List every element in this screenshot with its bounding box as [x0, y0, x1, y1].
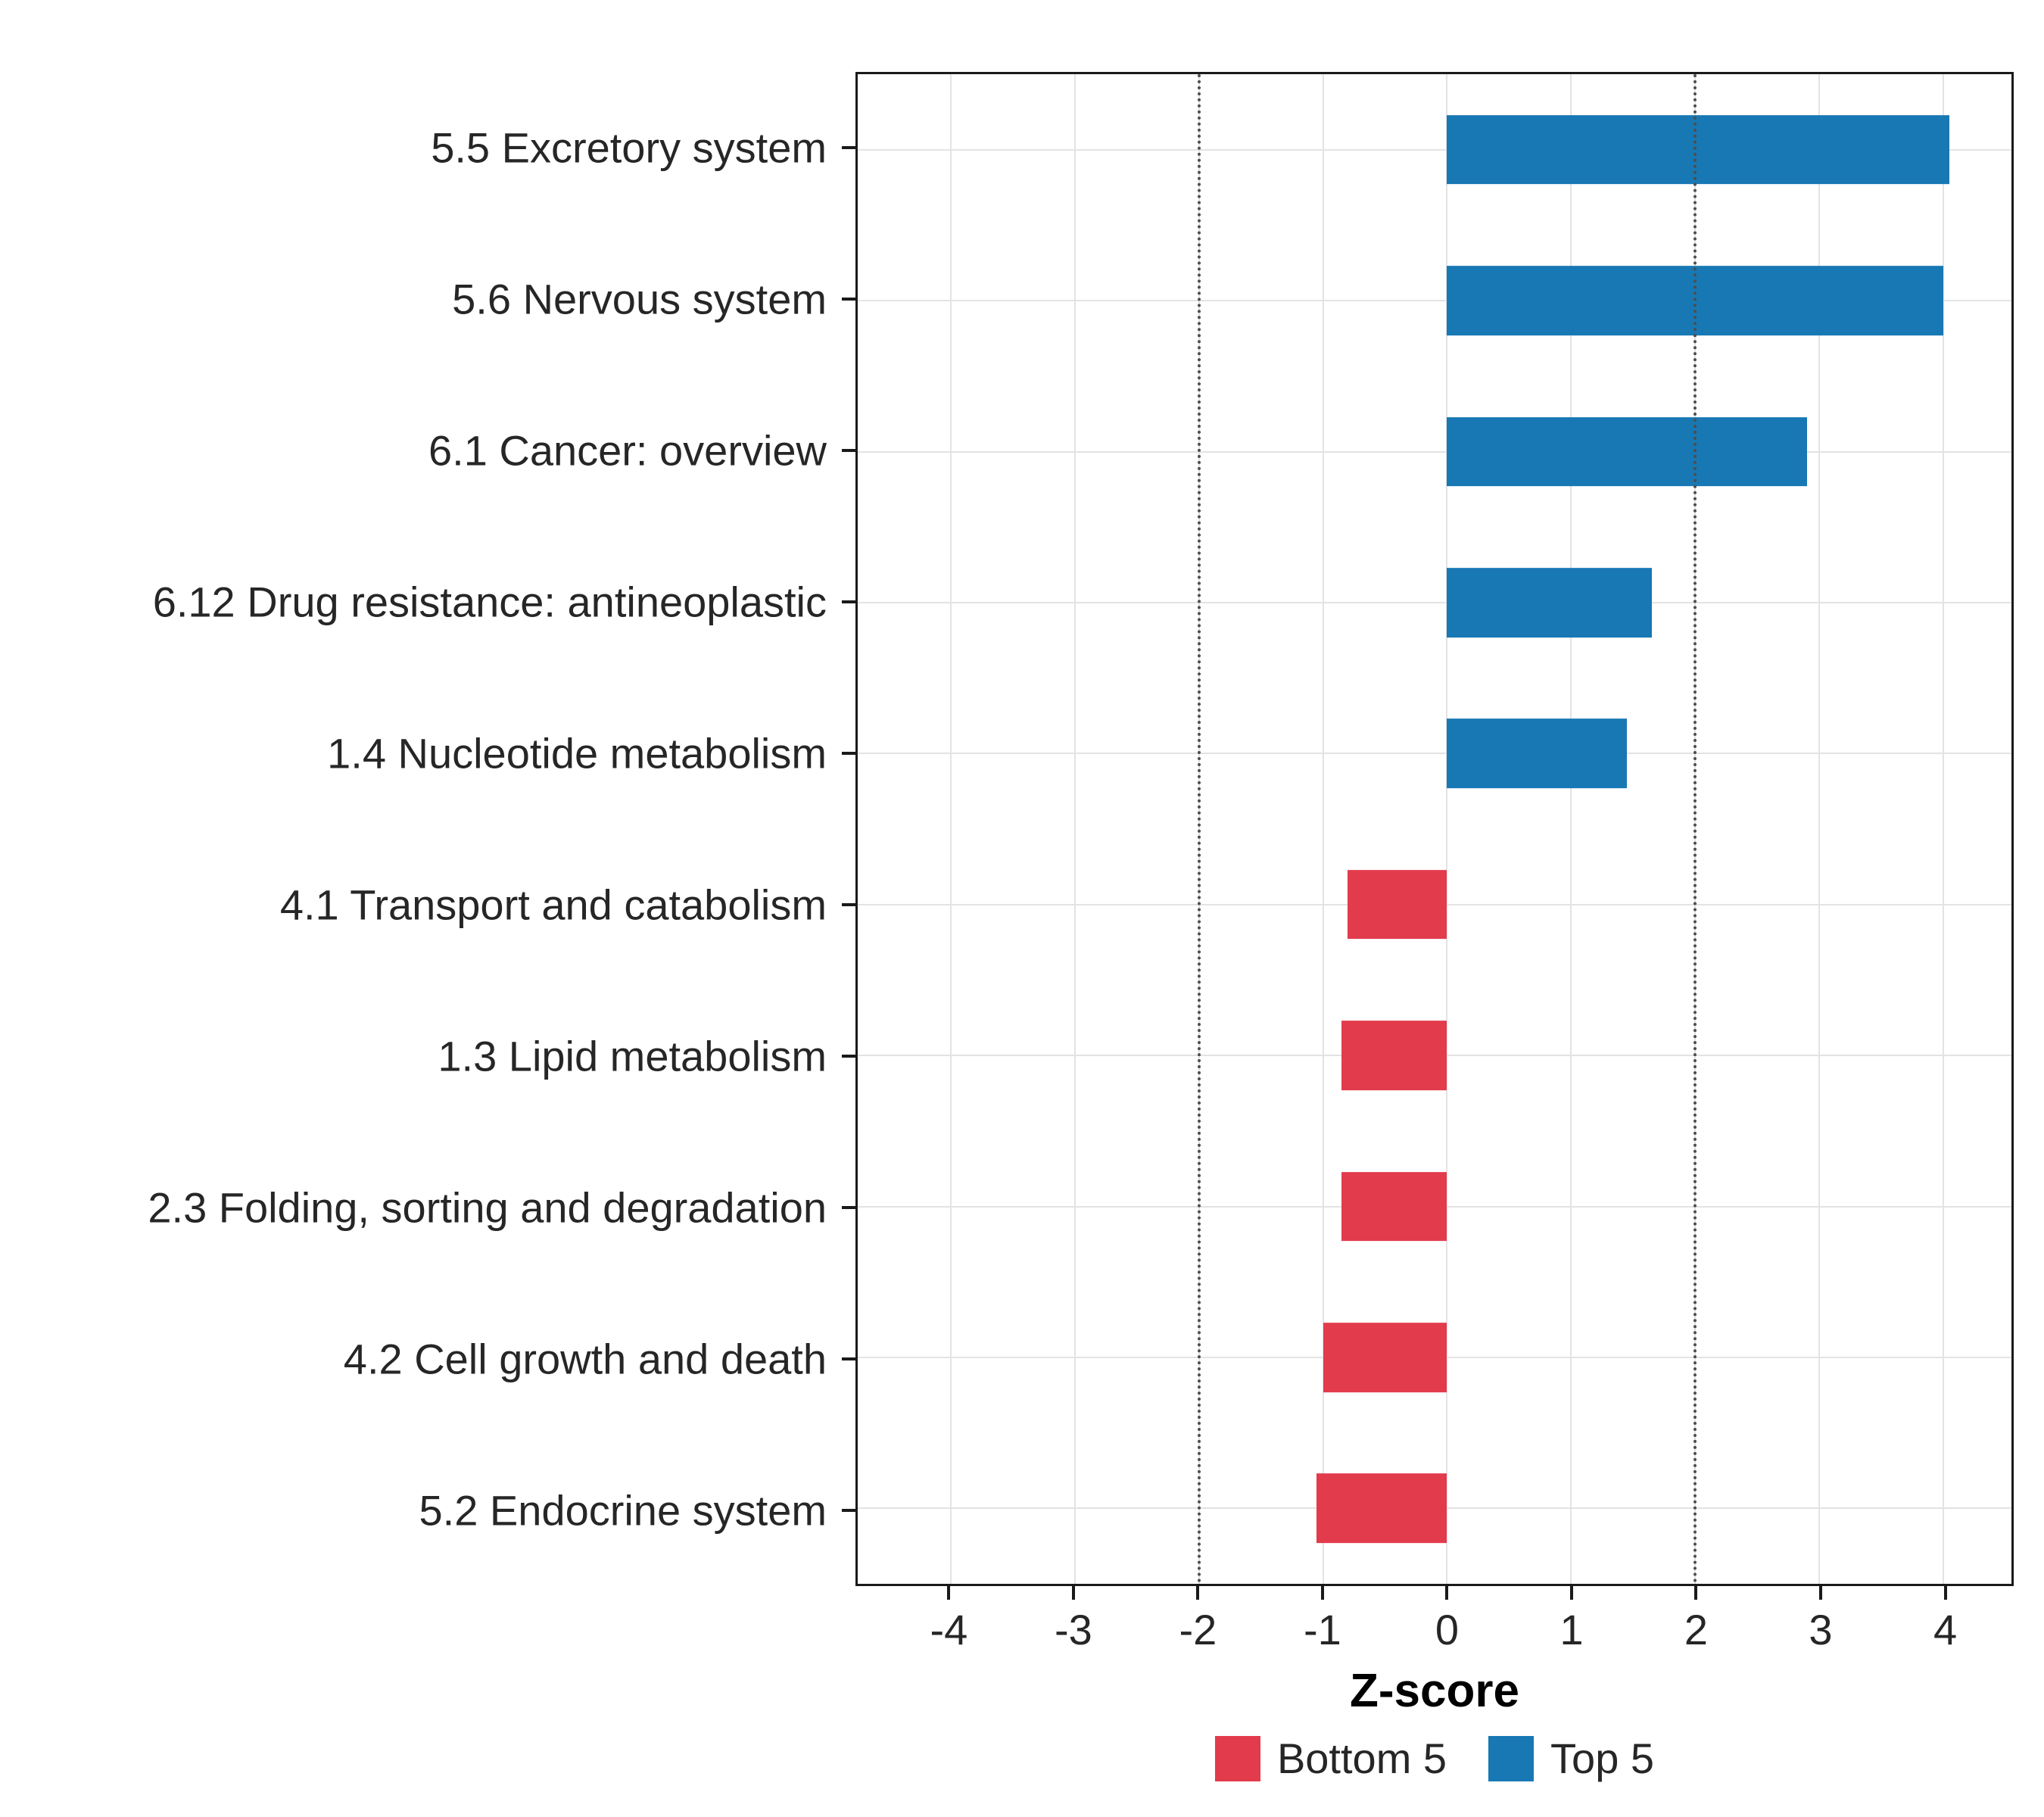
- vertical-gridline: [949, 74, 952, 1584]
- y-axis-label: 2.3 Folding, sorting and degradation: [148, 1183, 827, 1232]
- x-tick-mark: [1445, 1586, 1449, 1600]
- x-tick-label: -1: [1304, 1606, 1341, 1653]
- y-tick-mark: [842, 449, 855, 452]
- x-tick-label: -3: [1054, 1606, 1092, 1653]
- y-axis-label: 4.1 Transport and catabolism: [279, 880, 827, 929]
- horizontal-gridline: [858, 300, 2011, 302]
- vertical-gridline: [1073, 74, 1076, 1584]
- x-axis-tick-labels: -4 -3 -2 -1 0 1 2 3 4: [855, 1605, 2014, 1658]
- y-axis-label: 1.3 Lipid metabolism: [438, 1032, 827, 1080]
- x-tick-label: 4: [1933, 1606, 1958, 1653]
- x-tick-mark: [1320, 1586, 1324, 1600]
- x-tick-mark: [1569, 1586, 1573, 1600]
- y-axis-label: 5.2 Endocrine system: [419, 1486, 827, 1535]
- plot-panel: [855, 72, 2014, 1586]
- x-tick-label: -4: [930, 1606, 968, 1653]
- bar: [1341, 1171, 1447, 1242]
- legend-swatch-bottom5: [1214, 1735, 1260, 1781]
- legend-label-top5: Top 5: [1550, 1734, 1655, 1782]
- x-tick-mark: [1694, 1586, 1698, 1600]
- horizontal-gridline: [858, 450, 2011, 453]
- reference-line: [1197, 74, 1201, 1584]
- x-tick-label: 1: [1559, 1606, 1584, 1653]
- y-tick-mark: [842, 146, 855, 149]
- bar: [1316, 1473, 1447, 1544]
- bar: [1348, 869, 1447, 940]
- vertical-gridline: [1322, 74, 1324, 1584]
- y-tick-mark: [842, 903, 855, 906]
- y-tick-mark: [842, 1206, 855, 1209]
- x-tick-label: 2: [1684, 1606, 1709, 1653]
- x-tick-label: 3: [1809, 1606, 1833, 1653]
- y-axis-label: 6.1 Cancer: overview: [428, 426, 827, 475]
- y-tick-mark: [842, 752, 855, 755]
- y-axis-label: 5.6 Nervous system: [452, 275, 827, 323]
- x-axis-ticks: [855, 1586, 2014, 1600]
- y-axis-label: 6.12 Drug resistance: antineoplastic: [152, 578, 827, 626]
- y-axis-label: 5.5 Excretory system: [431, 123, 827, 172]
- legend-label-bottom5: Bottom 5: [1276, 1734, 1447, 1782]
- horizontal-gridline: [858, 601, 2011, 603]
- horizontal-gridline: [858, 148, 2011, 151]
- y-tick-mark: [842, 600, 855, 603]
- x-tick-mark: [1196, 1586, 1200, 1600]
- bar: [1447, 568, 1652, 637]
- bar: [1447, 718, 1627, 789]
- bar: [1323, 1323, 1447, 1392]
- vertical-gridline: [1818, 74, 1820, 1584]
- vertical-gridline: [1942, 74, 1944, 1584]
- y-axis-ticks: [842, 72, 855, 1586]
- legend: Bottom 5 Top 5: [855, 1734, 2014, 1783]
- reference-line: [1693, 74, 1697, 1584]
- bar: [1447, 416, 1807, 487]
- y-tick-mark: [842, 1055, 855, 1058]
- y-tick-mark: [842, 1357, 855, 1360]
- vertical-gridline: [1446, 74, 1448, 1584]
- legend-swatch-top5: [1488, 1735, 1535, 1781]
- x-tick-mark: [1071, 1586, 1075, 1600]
- legend-item-top5: Top 5: [1488, 1734, 1654, 1783]
- x-tick-label: 0: [1435, 1606, 1460, 1653]
- bar: [1447, 114, 1950, 185]
- legend-item-bottom5: Bottom 5: [1214, 1734, 1447, 1783]
- y-axis-labels: 5.5 Excretory system 5.6 Nervous system 6.…: [0, 72, 833, 1586]
- vertical-gridline: [1570, 74, 1572, 1584]
- y-axis-label: 4.2 Cell growth and death: [343, 1335, 827, 1383]
- x-tick-label: -2: [1179, 1606, 1217, 1653]
- x-axis-title: Z-score: [1350, 1665, 1519, 1717]
- x-tick-mark: [1943, 1586, 1947, 1600]
- x-tick-mark: [947, 1586, 951, 1600]
- horizontal-gridline: [858, 753, 2011, 755]
- y-tick-mark: [842, 1509, 855, 1512]
- y-tick-mark: [842, 298, 855, 301]
- y-axis-label: 1.4 Nucleotide metabolism: [327, 729, 827, 778]
- bar: [1341, 1021, 1447, 1090]
- x-tick-mark: [1819, 1586, 1822, 1600]
